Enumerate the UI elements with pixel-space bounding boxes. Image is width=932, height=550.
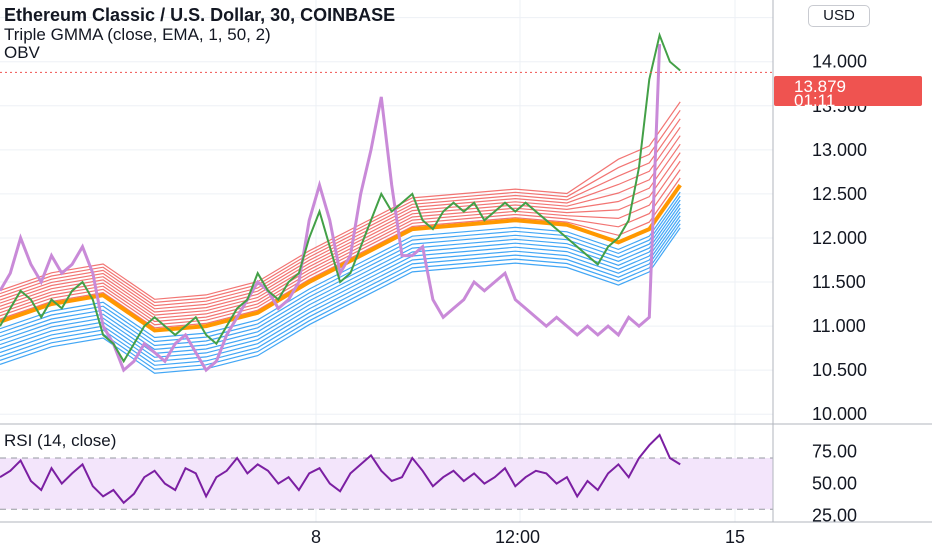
y-tick-label-1: 10.500 xyxy=(812,360,867,380)
currency-button[interactable]: USD xyxy=(808,5,870,27)
y-tick-label-6: 13.000 xyxy=(812,140,867,160)
indicator-label-rsi[interactable]: RSI (14, close) xyxy=(4,431,117,450)
gmma-short-line-1 xyxy=(0,169,681,326)
x-tick-label-2: 15 xyxy=(725,527,745,547)
gmma-orange-line xyxy=(0,183,682,333)
gmma-short-line-6 xyxy=(0,126,681,310)
gmma-long-line-6 xyxy=(0,215,681,362)
bar-countdown: 01:11 xyxy=(794,91,836,110)
grid xyxy=(0,0,773,522)
y-tick-label-2: 11.000 xyxy=(812,316,866,336)
y-tick-label-8: 14.000 xyxy=(812,52,867,72)
gmma-long-line-3 xyxy=(0,203,681,351)
gmma-long-line-1 xyxy=(0,195,681,343)
rsi-plot-area[interactable] xyxy=(0,433,773,510)
indicator-label-obv[interactable]: OBV xyxy=(4,43,40,62)
gmma-short-line-4 xyxy=(0,143,681,316)
y-tick-label-3: 11.500 xyxy=(812,272,866,292)
gmma-long-line-2 xyxy=(0,199,681,347)
x-tick-label-1: 12:00 xyxy=(495,527,540,547)
rsi-band xyxy=(0,458,773,510)
gmma-long-line-0 xyxy=(0,191,681,339)
gmma-long-line-5 xyxy=(0,211,681,358)
main-plot-area[interactable] xyxy=(0,31,773,374)
gmma-long-line-9 xyxy=(0,227,681,374)
chart-title: Ethereum Classic / U.S. Dollar, 30, COIN… xyxy=(4,5,396,25)
y-tick-label-0: 10.000 xyxy=(812,404,867,424)
indicator-label-gmma[interactable]: Triple GMMA (close, EMA, 1, 50, 2) xyxy=(4,25,271,44)
last-price-tag: 13.879 01:11 xyxy=(774,76,922,110)
gmma-short-line-5 xyxy=(0,135,681,313)
rsi-line xyxy=(0,433,681,505)
y-tick-label-5: 12.500 xyxy=(812,184,867,204)
gmma-long-line-7 xyxy=(0,219,681,366)
rsi-tick-label-0: 25.00 xyxy=(812,506,857,526)
gmma-short-line-7 xyxy=(0,118,681,307)
rsi-tick-label-1: 50.00 xyxy=(812,474,857,494)
gmma-short-line-9 xyxy=(0,101,681,300)
gmma-short-line-3 xyxy=(0,152,681,319)
gmma-short-line-8 xyxy=(0,109,681,304)
gmma-long-line-8 xyxy=(0,223,681,370)
y-tick-label-4: 12.000 xyxy=(812,228,867,248)
price-line xyxy=(0,31,681,364)
x-tick-label-0: 8 xyxy=(311,527,321,547)
last-price-value: 13.879 xyxy=(794,77,846,96)
gmma-short-line-0 xyxy=(0,177,681,329)
obv-line xyxy=(0,44,662,373)
rsi-tick-label-2: 75.00 xyxy=(812,442,857,462)
